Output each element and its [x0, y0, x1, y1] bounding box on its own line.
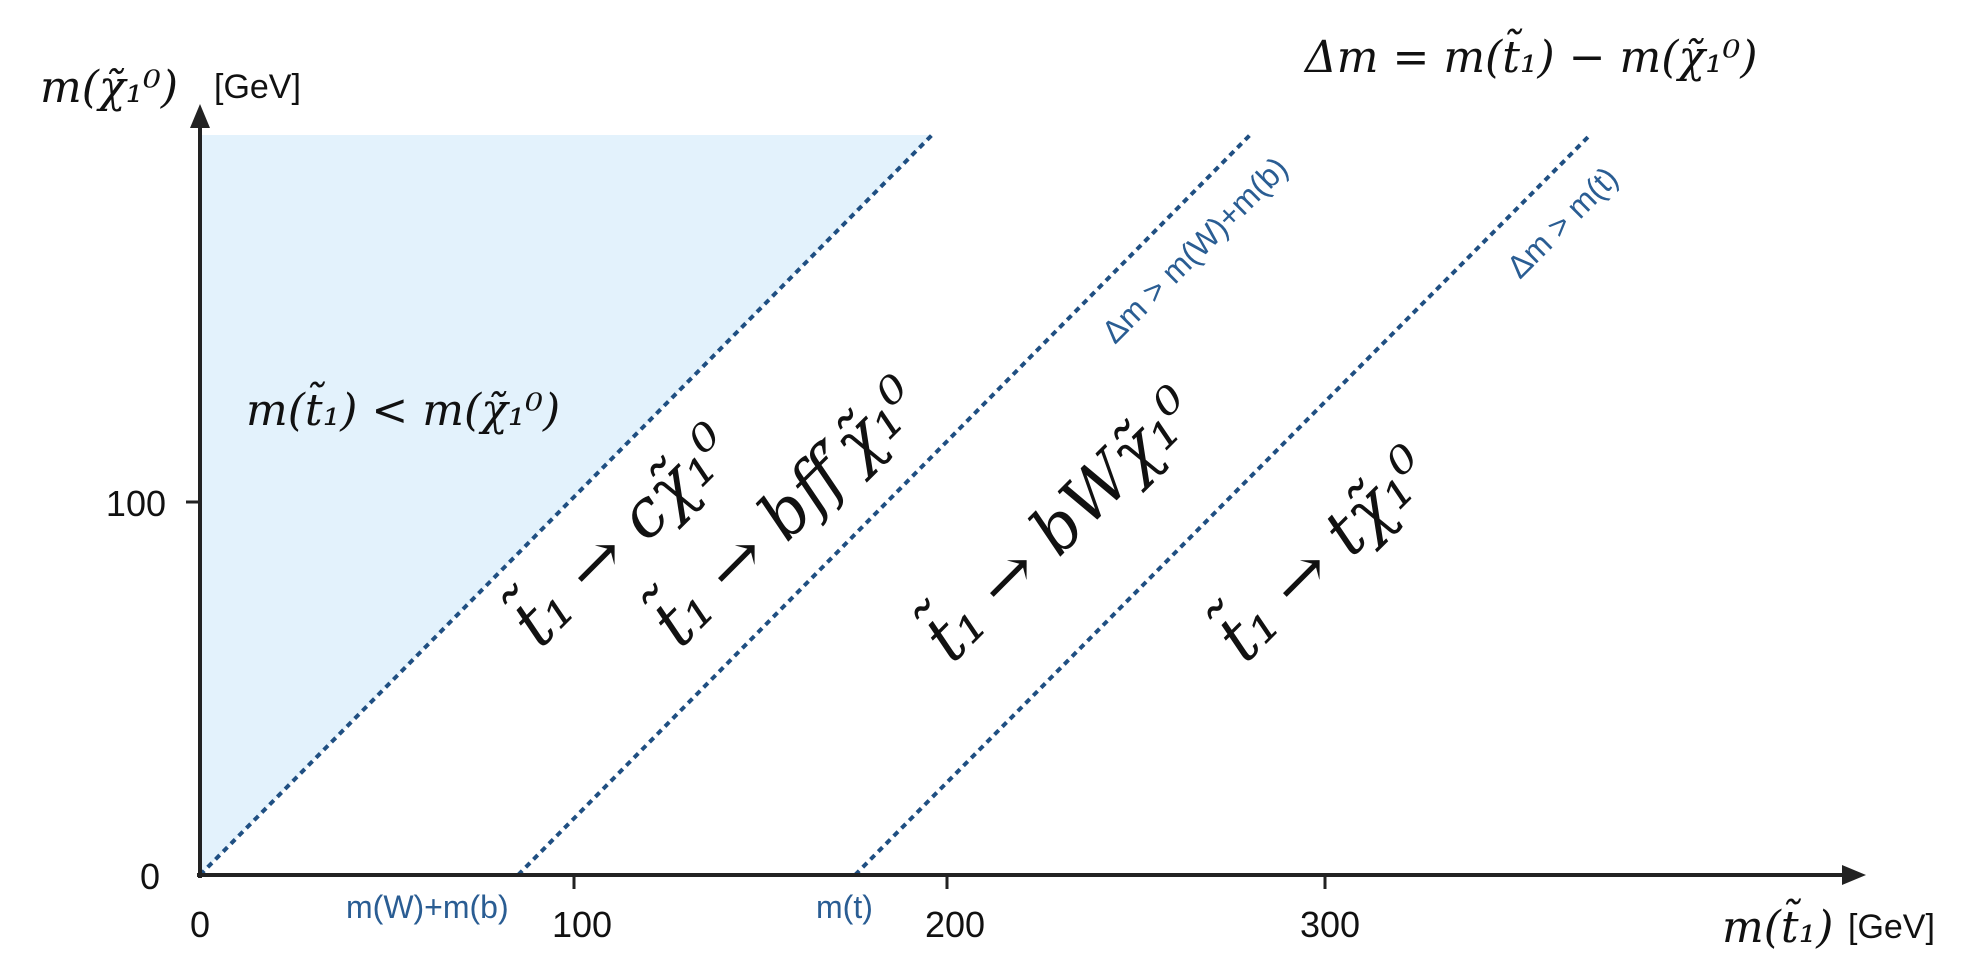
boundary-line-mw-mb [516, 133, 1252, 877]
y-axis-arrow [190, 104, 210, 128]
axis-annotation-mt: m(t) [816, 889, 873, 925]
x-axis-arrow [1842, 865, 1866, 885]
condition-label-mt: Δm > m(t) [1499, 160, 1624, 285]
y-axis-label: m(χ̃₁⁰) [40, 62, 178, 113]
condition-label-mw-mb: Δm > m(W)+m(b) [1094, 150, 1294, 350]
forbidden-region-label: m(t̃₁) < m(χ̃₁⁰) [246, 380, 560, 436]
boundary-line-mt [853, 133, 1592, 877]
x-tick-label-300: 300 [1300, 904, 1360, 945]
decay-label-t-chi: t̃₁ → tχ̃₁⁰ [1198, 427, 1447, 676]
decay-label-bw-chi: t̃₁ → bWχ̃₁⁰ [905, 368, 1213, 676]
boundary-line-diagonal [198, 133, 934, 877]
x-axis-unit: [GeV] [1848, 908, 1935, 946]
delta-m-definition: Δm = m(t̃₁) − m(χ̃₁⁰) [1303, 27, 1758, 83]
y-tick-label-100: 100 [106, 483, 166, 524]
x-axis-label: m(t̃₁) [1722, 897, 1833, 953]
y-axis-unit: [GeV] [214, 68, 301, 106]
x-tick-label-100: 100 [552, 904, 612, 945]
x-tick-label-0: 0 [190, 904, 210, 945]
x-tick-label-200: 200 [925, 904, 985, 945]
axis-annotation-mw-mb: m(W)+m(b) [346, 889, 509, 925]
y-tick-label-0: 0 [140, 856, 160, 897]
